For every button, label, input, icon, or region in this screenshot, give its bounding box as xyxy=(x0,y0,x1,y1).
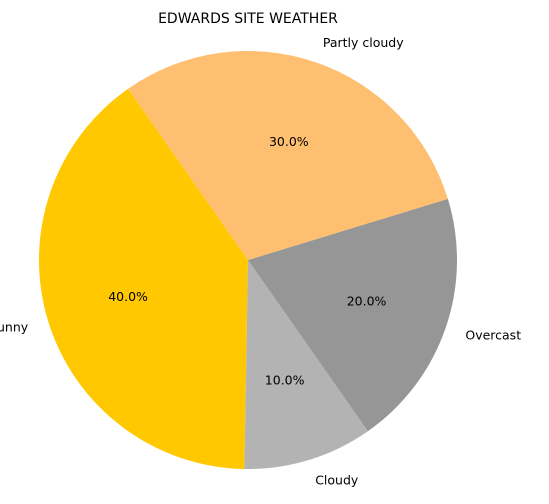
pct-label-overcast: 20.0% xyxy=(347,293,387,308)
category-label-sunny: Sunny xyxy=(0,320,29,335)
slice-cloudy xyxy=(244,260,368,469)
slice-sunny xyxy=(39,88,248,469)
pie-labels: 40.0% Sunny 10.0% Cloudy 20.0% Overcast 30.0% P… xyxy=(0,35,521,487)
pct-label-cloudy: 10.0% xyxy=(265,372,305,387)
category-label-cloudy: Cloudy xyxy=(315,472,359,487)
category-label-overcast: Overcast xyxy=(465,327,521,342)
slice-partly-cloudy xyxy=(128,51,448,260)
pct-label-sunny: 40.0% xyxy=(108,289,148,304)
pct-label-partly-cloudy: 30.0% xyxy=(269,134,309,149)
category-label-partly-cloudy: Partly cloudy xyxy=(323,35,404,50)
pie-slices xyxy=(39,51,458,469)
slice-overcast xyxy=(248,198,458,432)
chart-title: EDWARDS SITE WEATHER xyxy=(158,11,338,27)
